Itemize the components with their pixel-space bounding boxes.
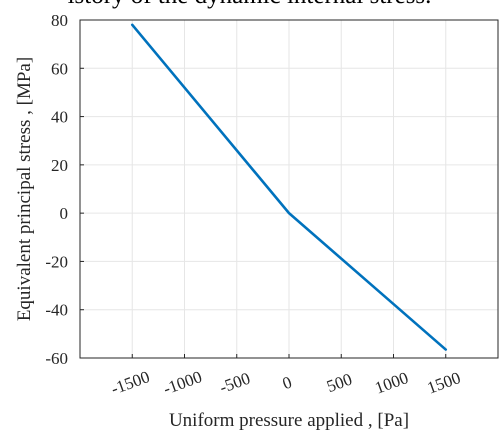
x-tick-labels: -1500 -1000 -500 0 500 1000 1500 [108,367,463,398]
caption-fragment: istory of the dynamic internal stress. [0,0,499,12]
y-tick-label: 60 [51,59,68,78]
y-tick-label: -20 [45,252,68,271]
series-layer [130,23,448,351]
tick-marks [80,19,447,359]
y-axis-label: Equivalent principal stress , [MPa] [14,57,35,321]
x-tick-label: 500 [324,370,354,397]
y-tick-label: 0 [60,204,69,223]
y-tick-label: -40 [45,301,68,320]
x-tick-label: -500 [217,369,253,398]
x-tick-label: 0 [280,372,294,393]
x-axis-label: Uniform pressure applied , [Pa] [169,410,409,431]
x-tick-label: 1500 [425,368,463,397]
x-tick-label: -1000 [161,367,205,398]
y-tick-label: 20 [51,156,68,175]
y-tick-label: -60 [45,349,68,368]
grid-lines [80,19,498,359]
x-tick-label: -1500 [108,367,152,398]
x-tick-label: 1000 [372,368,410,397]
y-tick-label: 80 [51,11,68,30]
y-tick-labels: -60 -40 -20 0 20 40 60 80 [45,11,68,368]
y-tick-label: 40 [51,108,68,127]
series-line [130,23,448,351]
